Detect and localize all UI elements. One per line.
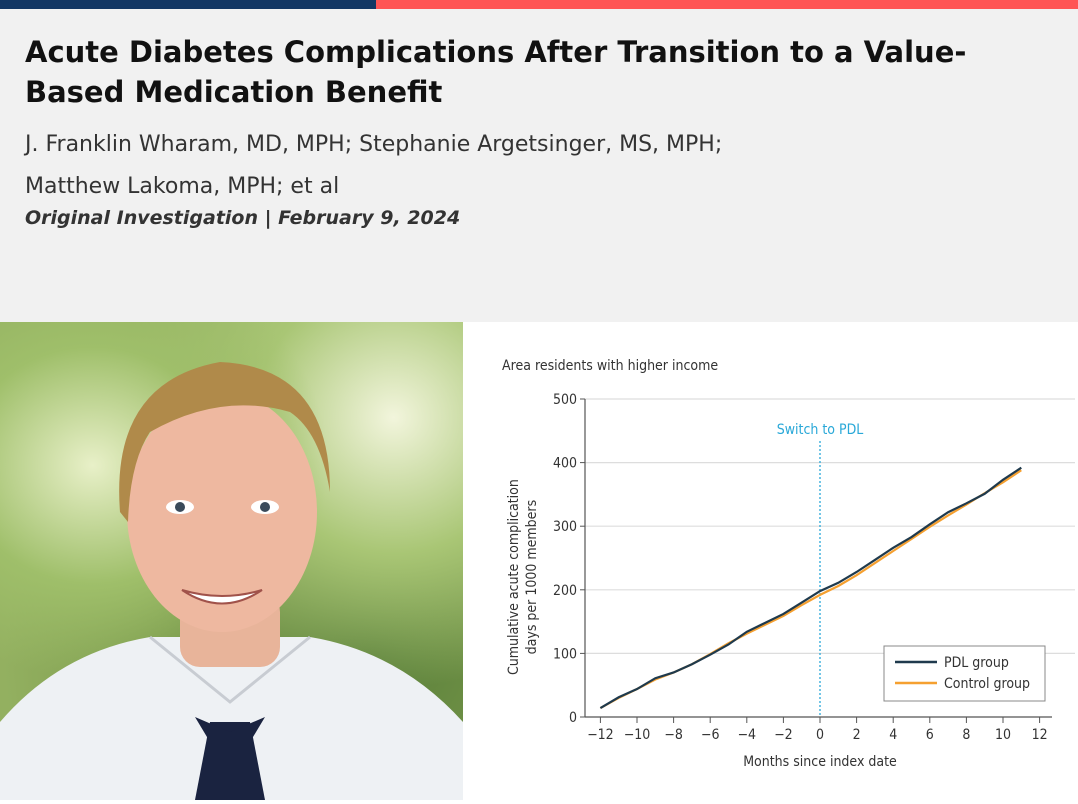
series-line-pdl [599,466,1022,710]
y-tick-label: 300 [553,519,577,535]
article-title[interactable]: Acute Diabetes Complications After Trans… [25,35,967,109]
x-tick-label: 12 [1032,727,1048,743]
legend [883,645,1046,702]
x-tick-label: 10 [995,727,1011,743]
x-tick-label: 4 [889,727,897,743]
authors-line-2: Matthew Lakoma, MPH; et al [25,174,340,199]
top-bar-left [0,0,376,9]
x-tick-label: 8 [962,727,970,743]
article-authors: J. Franklin Wharam, MD, MPH; Stephanie A… [25,124,1025,208]
legend-label-0: PDL group [944,655,1009,671]
top-bar-right [376,0,1078,9]
y-tick-label: 500 [553,392,577,408]
line-chart: Area residents with higher income0100200… [502,358,1075,770]
y-tick-label: 400 [553,456,577,472]
x-tick-label: 6 [926,727,934,743]
article-meta: Original Investigation | February 9, 202… [25,207,461,229]
y-tick-label: 0 [569,710,577,726]
article-header [0,9,1078,322]
x-tick-label: −2 [774,727,793,743]
portrait-icon [0,362,463,800]
x-tick-label: −6 [701,727,720,743]
x-tick-label: −12 [587,727,614,743]
x-tick-label: 0 [816,727,824,743]
x-tick-label: −4 [738,727,757,743]
author-photo [0,322,463,800]
x-tick-label: 2 [853,727,861,743]
x-axis-label: Months since index date [743,754,897,770]
y-axis-label-line-2: days per 1000 members [524,500,540,654]
y-tick-label: 200 [553,583,577,599]
y-tick-label: 100 [553,646,577,662]
x-tick-label: −10 [624,727,651,743]
x-tick-label: −8 [664,727,683,743]
chart: Area residents with higher income 0 100 200… [463,322,1078,800]
switch-annotation: Switch to PDL [777,422,864,438]
legend-label-1: Control group [944,676,1030,692]
authors-line-1: J. Franklin Wharam, MD, MPH; Stephanie A… [25,132,723,157]
chart-subtitle: Area residents with higher income [502,358,718,374]
y-axis-label-line-1: Cumulative acute complication [506,479,522,675]
